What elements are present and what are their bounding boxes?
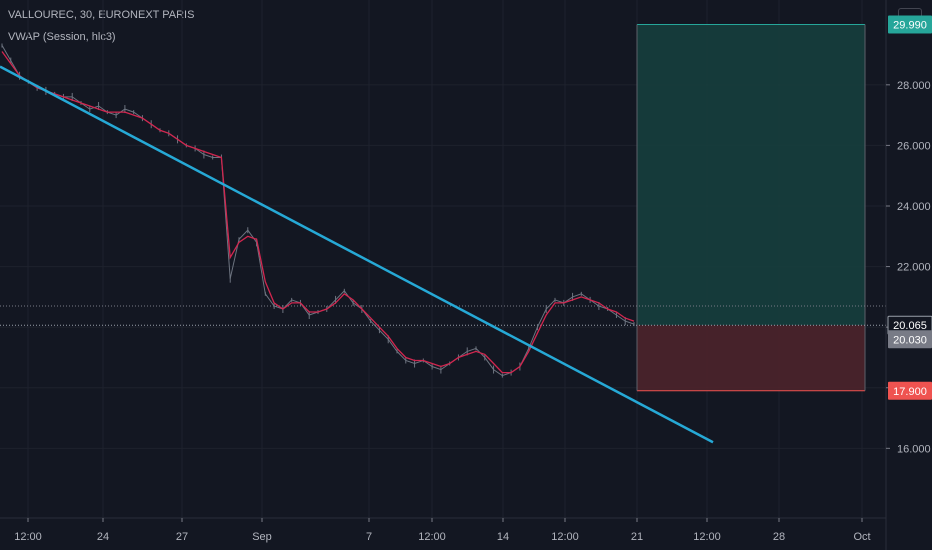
stop-price-tag xyxy=(888,381,932,400)
x-tick-label: 7 xyxy=(366,531,372,543)
y-tick-label: 26.000 xyxy=(897,140,931,152)
profit-zone[interactable] xyxy=(637,24,865,326)
stop-price-label: 17.900 xyxy=(893,386,927,398)
vwap-line[interactable] xyxy=(1,51,635,374)
x-tick-label: 12:00 xyxy=(418,531,446,543)
loss-zone[interactable] xyxy=(637,325,865,391)
y-tick-label: 28.000 xyxy=(897,80,931,92)
x-tick-label: 27 xyxy=(176,531,188,543)
symbol-title[interactable]: VALLOUREC, 30, EURONEXT PARIS xyxy=(8,9,195,21)
x-tick-label: 24 xyxy=(97,531,109,543)
x-tick-label: 28 xyxy=(773,531,785,543)
y-tick-label: 22.000 xyxy=(897,262,931,274)
x-tick-label: 21 xyxy=(631,531,643,543)
current-price-tag xyxy=(888,330,932,349)
x-tick-label: 12:00 xyxy=(693,531,721,543)
target-price-tag xyxy=(888,15,932,34)
entry-price-label: 20.065 xyxy=(893,320,927,332)
price-line[interactable] xyxy=(1,45,635,377)
y-tick-label: 24.000 xyxy=(897,201,931,213)
target-price-label: 29.990 xyxy=(893,20,927,32)
current-price-label: 20.030 xyxy=(893,334,927,346)
trendline[interactable] xyxy=(0,65,714,444)
indicator-title[interactable]: VWAP (Session, hlc3) xyxy=(8,31,116,43)
x-tick-label: Oct xyxy=(853,531,870,543)
y-tick-label: 16.000 xyxy=(897,443,931,455)
x-tick-label: Sep xyxy=(252,531,272,543)
x-tick-label: 12:00 xyxy=(551,531,579,543)
x-tick-label: 12:00 xyxy=(14,531,42,543)
x-tick-label: 14 xyxy=(497,531,509,543)
